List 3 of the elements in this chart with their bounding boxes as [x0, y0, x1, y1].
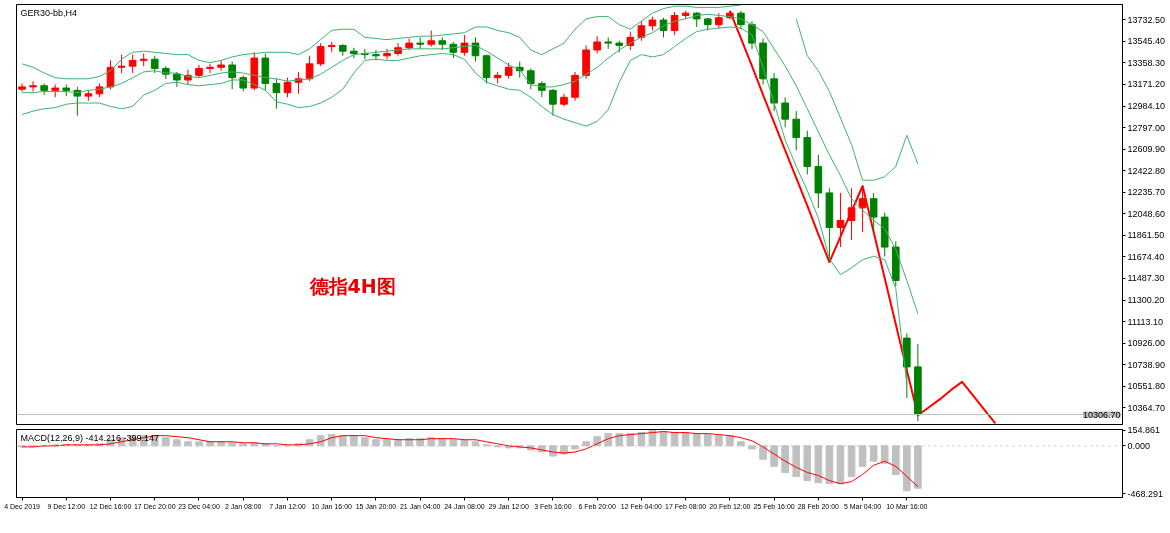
y-tick-label: 154.861	[1127, 425, 1161, 436]
y-tick-label: -468.291	[1127, 488, 1164, 499]
y-tick-label: 0.000	[1127, 440, 1151, 451]
